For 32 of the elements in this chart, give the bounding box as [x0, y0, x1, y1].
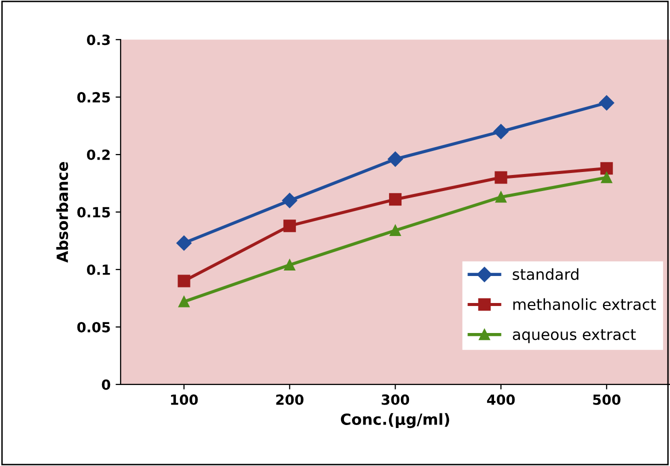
point	[390, 224, 401, 236]
point	[388, 152, 403, 167]
x-tick-label: 100	[171, 394, 198, 405]
x-axis-title: Conc.(µg/ml)	[340, 413, 450, 428]
point	[495, 192, 507, 203]
point	[599, 95, 614, 110]
point	[282, 192, 298, 208]
legend-label: standard	[512, 268, 578, 280]
point	[178, 296, 190, 308]
point	[284, 259, 296, 270]
x-tick-label: 500	[593, 394, 620, 405]
y-tick-label: 0.2	[86, 150, 110, 160]
point	[389, 193, 402, 206]
legend-label: methanolic extract	[513, 298, 656, 310]
point	[601, 172, 612, 184]
x-tick-label: 200	[276, 394, 304, 405]
point	[283, 220, 296, 232]
y-axis-title: Absorbance	[56, 162, 68, 263]
point	[176, 235, 192, 251]
y-tick-label: 0.1	[86, 264, 110, 275]
y-tick-label: 0.05	[77, 322, 110, 332]
y-tick-label: 0	[102, 379, 110, 390]
x-tick-label: 300	[382, 394, 410, 405]
y-tick-label: 0.15	[77, 207, 110, 218]
point	[600, 162, 613, 175]
legend-label: aqueous extract	[512, 329, 636, 344]
point	[494, 171, 508, 184]
point	[493, 124, 509, 140]
y-tick-label: 0.3	[86, 34, 110, 46]
point	[178, 274, 190, 288]
y-tick-label: 0.25	[77, 92, 110, 103]
x-tick-label: 400	[487, 394, 515, 405]
